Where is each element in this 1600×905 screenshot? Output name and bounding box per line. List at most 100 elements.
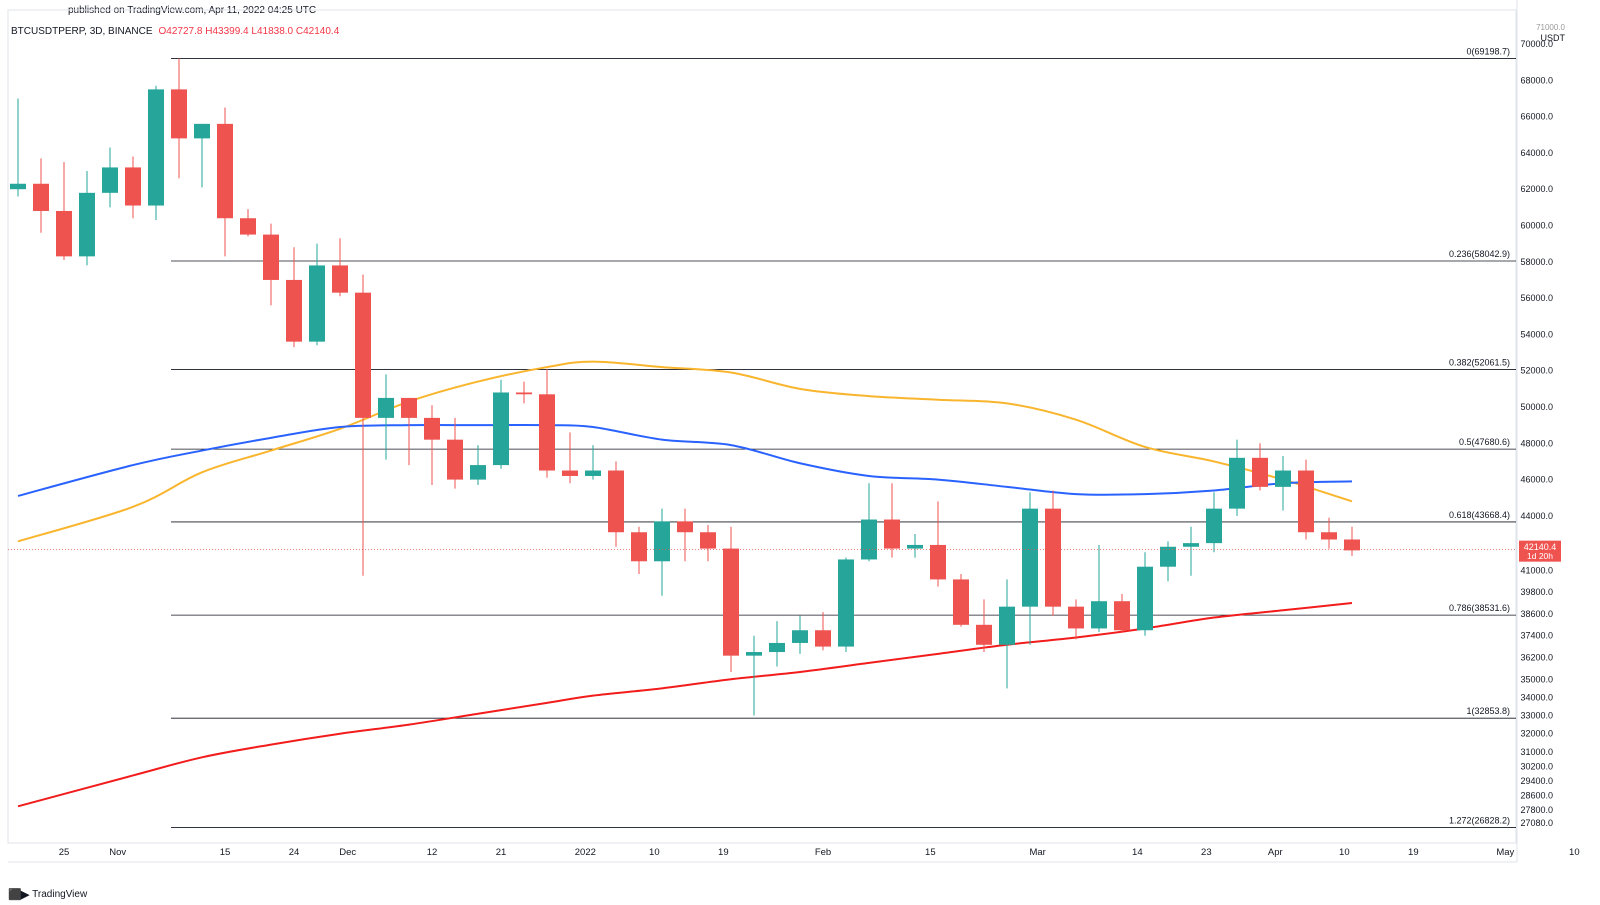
candle-down — [976, 599, 992, 653]
candle-body — [976, 624, 992, 645]
candle-up — [585, 445, 601, 480]
candle-body — [217, 123, 233, 219]
candle-up — [1022, 492, 1038, 645]
fib-level-label: 1(32853.8) — [1466, 706, 1510, 716]
price-axis[interactable]: 70000.0 68000.0 66000.0 64000.0 62000.0 60000… — [1516, 0, 1553, 862]
candle-body — [470, 465, 486, 480]
candle-up — [792, 615, 808, 654]
candle-up — [102, 147, 118, 208]
candle-body — [447, 439, 463, 480]
price-axis-top-partial: 71000.0 — [1536, 23, 1565, 32]
candle-body — [930, 544, 946, 580]
candle-body — [194, 123, 210, 139]
candle-body — [493, 392, 509, 466]
candle-down — [677, 508, 693, 562]
candle-down — [447, 417, 463, 489]
price-axis-currency[interactable]: USDT — [1540, 33, 1566, 43]
candle-body — [907, 544, 923, 549]
symbol-name[interactable]: BTCUSDTPERP, 3D, BINANCE — [11, 26, 153, 37]
price-tick-label: 70000.0 — [1520, 39, 1553, 49]
candle-body — [516, 392, 532, 395]
tradingview-logo-icon: ⬛▶ — [8, 889, 29, 901]
price-tick-label: 39800.0 — [1520, 587, 1553, 597]
candle-body — [378, 397, 394, 418]
candle-up — [194, 123, 210, 188]
candle-down — [884, 483, 900, 558]
time-tick-label: 25 — [59, 847, 70, 858]
fib-level-label: 0.382(52061.5) — [1449, 358, 1510, 368]
candle-down — [56, 161, 72, 260]
candle-up — [1091, 544, 1107, 633]
last-price-value: 42140.4 — [1524, 542, 1557, 552]
last-price-tag — [1519, 540, 1561, 562]
candle-body — [608, 470, 624, 533]
candle-down — [1321, 517, 1337, 549]
price-tick-label: 29400.0 — [1520, 776, 1553, 786]
candle-body — [1137, 566, 1153, 631]
price-tick-label: 62000.0 — [1520, 184, 1553, 194]
candle-body — [1183, 543, 1199, 547]
time-tick-label: 12 — [427, 847, 438, 858]
candle-body — [1091, 601, 1107, 629]
candle-down — [953, 573, 969, 627]
candle-up — [148, 85, 164, 221]
ohlc-low: L41838.0 — [251, 26, 294, 37]
fib-level-label: 0(69198.7) — [1466, 47, 1510, 57]
candle-up — [838, 557, 854, 653]
fib-level-label: 0.618(43668.4) — [1449, 510, 1510, 520]
price-tick-label: 50000.0 — [1520, 402, 1553, 412]
candle-down — [1252, 443, 1268, 491]
time-tick-label: 21 — [496, 847, 507, 858]
price-tick-label: 27800.0 — [1520, 805, 1553, 815]
price-tick-label: 37400.0 — [1520, 631, 1553, 641]
price-tick-label: 58000.0 — [1520, 257, 1553, 267]
price-tick-label: 32000.0 — [1520, 729, 1553, 739]
candle-body — [1298, 470, 1314, 533]
candle-body — [56, 210, 72, 257]
time-tick-label: Feb — [815, 847, 831, 858]
candle-body — [1321, 532, 1337, 540]
candle-body — [1022, 508, 1038, 607]
candle-body — [792, 630, 808, 643]
candle-body — [1344, 539, 1360, 551]
fib-level-label: 1.272(26828.2) — [1449, 816, 1510, 826]
fib-retracement[interactable]: 0(69198.7) 0.236(58042.9) 0.382(52061.5) 0.… — [171, 47, 1516, 828]
candle-down — [608, 461, 624, 547]
candle-up — [907, 534, 923, 558]
time-axis[interactable]: 25 Nov 15 24 Dec 12 21 2022 10 19 Feb 15 Mar 14 23 Apr 1… — [59, 847, 1580, 858]
time-tick-label: 10 — [649, 847, 660, 858]
candle-up — [999, 579, 1015, 689]
candle-body — [33, 183, 49, 211]
candle-up — [654, 508, 670, 596]
candle-down — [286, 247, 302, 348]
candle-body — [263, 234, 279, 280]
price-tick-label: 38600.0 — [1520, 609, 1553, 619]
candle-down — [1068, 599, 1084, 640]
candle-body — [1068, 606, 1084, 629]
candle-body — [79, 192, 95, 257]
candles[interactable] — [10, 58, 1360, 716]
price-tick-label: 27080.0 — [1520, 818, 1553, 828]
tradingview-brand[interactable]: ⬛▶ TradingView — [8, 888, 87, 901]
time-tick-label: Mar — [1029, 847, 1045, 858]
time-tick-label: May — [1496, 847, 1514, 858]
price-tick-label: 30200.0 — [1520, 761, 1553, 771]
candle-body — [424, 417, 440, 440]
fib-level-label: 0.786(38531.6) — [1449, 603, 1510, 613]
time-tick-label: Dec — [339, 847, 356, 858]
ohlc-open: O42727.8 — [158, 26, 203, 37]
candle-down — [240, 209, 256, 237]
moving-average-line — [17, 360, 1353, 543]
last-price-marker: 42140.41d 20h — [8, 540, 1561, 562]
candle-body — [746, 652, 762, 656]
candle-body — [171, 89, 187, 139]
candle-up — [1137, 552, 1153, 636]
candle-up — [378, 374, 394, 460]
candle-up — [79, 171, 95, 266]
candle-down — [516, 381, 532, 404]
candle-up — [1206, 492, 1222, 553]
candle-down — [1114, 593, 1130, 633]
time-tick-label: Apr — [1268, 847, 1283, 858]
bar-countdown: 1d 20h — [1527, 551, 1553, 561]
